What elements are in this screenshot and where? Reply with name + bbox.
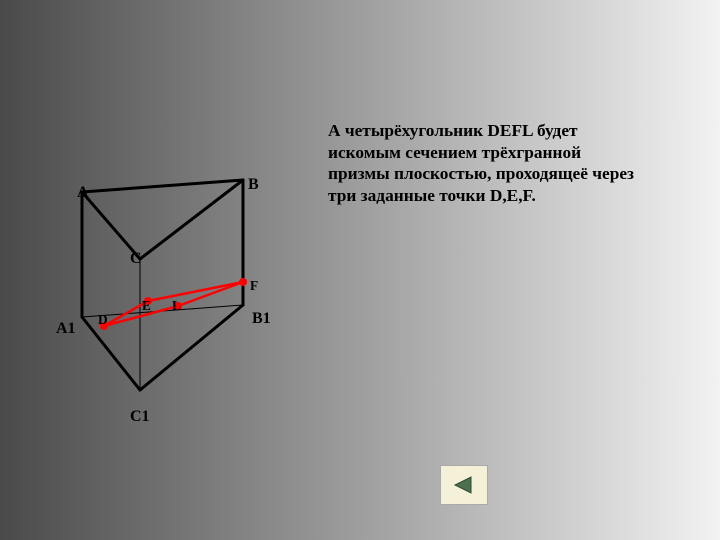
- stage: А четырёхугольник DEFL будет искомым сеч…: [0, 0, 720, 540]
- label-A: A: [77, 184, 89, 202]
- back-button[interactable]: [440, 465, 488, 505]
- description-text: А четырёхугольник DEFL будет искомым сеч…: [328, 120, 638, 207]
- triangle-left-icon: [453, 475, 475, 495]
- label-B1: B1: [252, 310, 271, 328]
- label-L: L: [172, 298, 181, 314]
- label-C: C: [130, 250, 142, 268]
- label-B: B: [248, 176, 259, 194]
- prism-diagram: [0, 0, 720, 540]
- label-E: E: [142, 298, 151, 314]
- label-F: F: [250, 278, 258, 294]
- label-C1: C1: [130, 408, 150, 426]
- label-D: D: [98, 312, 108, 328]
- label-A1: A1: [56, 320, 76, 338]
